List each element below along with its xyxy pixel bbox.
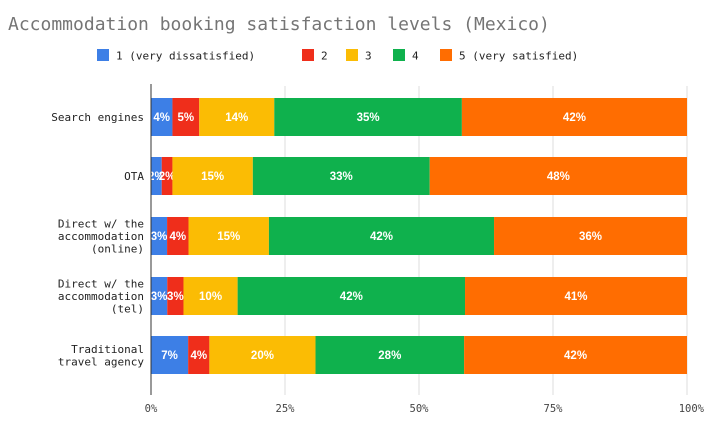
data-label: 14% [225, 112, 248, 124]
x-tick-label: 75% [544, 403, 564, 415]
bar-segment [465, 277, 687, 315]
bar-segment [237, 277, 466, 315]
bar-segment [494, 217, 687, 255]
data-label: 10% [199, 291, 222, 303]
data-label: 4% [190, 350, 207, 362]
bar-segment [183, 277, 238, 315]
bar-segment [167, 277, 184, 315]
data-label: 15% [217, 231, 240, 243]
x-tick-label: 25% [276, 403, 296, 415]
chart-title: Accommodation booking satisfaction level… [8, 14, 550, 35]
bar-segment [252, 157, 430, 195]
data-label: 33% [330, 171, 353, 183]
category-label: OTA [124, 170, 144, 183]
bar-segment [464, 336, 687, 374]
bar-segment [188, 336, 210, 374]
x-axis: 0% 25% 50% 75% 100% [145, 84, 705, 415]
data-label: 20% [251, 350, 274, 362]
data-label: 28% [378, 350, 401, 362]
bars: 4% 5% 14% 35% 42%2%2% 15% 33% 48%3% 4% 15% 42% 36%3… [148, 98, 687, 374]
legend-swatch [346, 49, 358, 61]
x-tick-label: 100% [679, 403, 705, 415]
bar-segment [161, 157, 173, 195]
data-label: 2% [159, 171, 176, 183]
data-label: 5% [178, 112, 195, 124]
data-label: 4% [169, 231, 186, 243]
legend: 1 (very dissatisfied) 2 3 4 5 (very satisfie… [97, 49, 578, 63]
bar-segment [151, 217, 168, 255]
data-label: 48% [547, 171, 570, 183]
bar-segment [429, 157, 687, 195]
bar-segment [172, 157, 253, 195]
data-label: 3% [151, 291, 168, 303]
data-label: 15% [201, 171, 224, 183]
category-label: Direct w/ the accommodation (tel) [58, 278, 144, 316]
bar-segment [199, 98, 275, 136]
category-label: Traditional travel agency [58, 343, 144, 369]
data-label: 7% [161, 350, 178, 362]
category-label: Direct w/ the accommodation (online) [58, 218, 144, 256]
legend-label: 5 (very satisfied) [459, 50, 578, 63]
legend-swatch [393, 49, 405, 61]
data-label: 4% [153, 112, 170, 124]
bar-segment [151, 336, 189, 374]
category-labels: Search engines OTA Direct w/ the accommodat… [51, 111, 144, 368]
bar-segment [315, 336, 465, 374]
bar-segment [151, 98, 173, 136]
data-label: 42% [340, 291, 363, 303]
bar-segment [151, 157, 162, 195]
legend-swatch [440, 49, 452, 61]
data-label: 41% [564, 291, 587, 303]
data-label: 35% [357, 112, 380, 124]
bar-segment [461, 98, 687, 136]
bar-segment [151, 277, 168, 315]
legend-swatch [302, 49, 314, 61]
legend-label: 2 [321, 50, 328, 63]
bar-segment [167, 217, 189, 255]
data-label: 3% [167, 291, 184, 303]
legend-label: 3 [365, 50, 372, 63]
x-tick-label: 50% [410, 403, 430, 415]
category-label: Search engines [51, 111, 144, 124]
bar-segment [268, 217, 495, 255]
data-label: 2% [148, 171, 165, 183]
bar-segment [172, 98, 200, 136]
legend-swatch [97, 49, 109, 61]
bar-segment [188, 217, 269, 255]
data-label: 3% [151, 231, 168, 243]
bar-segment [274, 98, 462, 136]
data-label: 36% [579, 231, 602, 243]
x-tick-label: 0% [145, 403, 158, 415]
legend-label: 4 [412, 50, 419, 63]
data-label: 42% [564, 350, 587, 362]
legend-label: 1 (very dissatisfied) [116, 50, 255, 63]
data-label: 42% [370, 231, 393, 243]
data-label: 42% [563, 112, 586, 124]
bar-segment [209, 336, 316, 374]
